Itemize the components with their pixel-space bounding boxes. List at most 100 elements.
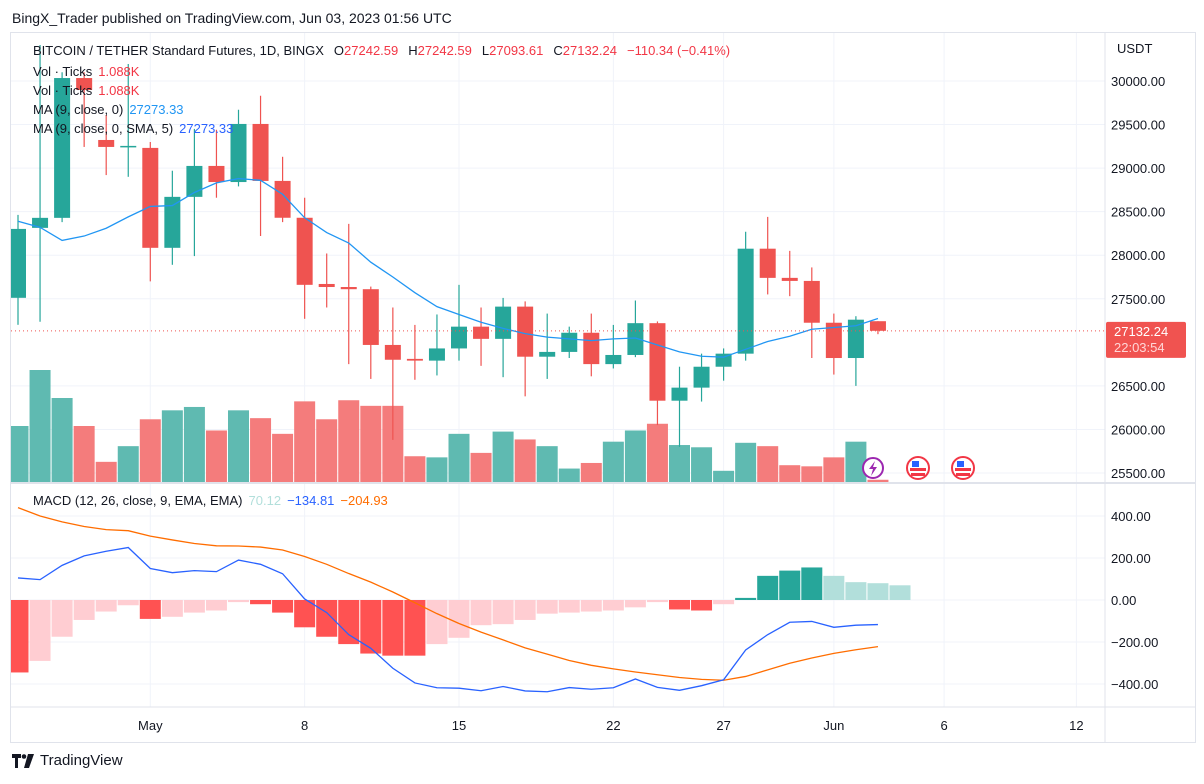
ma-legend-2[interactable]: MA (9, close, 0, SMA, 5) 27273.33 xyxy=(33,121,239,136)
vol-value: 1.088K xyxy=(98,83,140,98)
flag-stripe xyxy=(910,468,926,471)
time-tick-label: Jun xyxy=(823,718,844,733)
ma-label: MA (9, close, 0, SMA, 5) xyxy=(33,121,174,136)
candle xyxy=(54,72,71,223)
price-tick-label: 29500.00 xyxy=(1111,118,1165,133)
macd-histogram-bar xyxy=(183,600,205,613)
candle-body xyxy=(54,78,71,218)
volume-bar xyxy=(95,461,117,482)
candle-body xyxy=(296,217,313,285)
volume-bar xyxy=(470,452,492,482)
candle xyxy=(781,250,798,297)
volume-bar xyxy=(117,446,139,482)
volume-bar xyxy=(139,419,161,482)
volume-bar xyxy=(294,401,316,482)
candle xyxy=(318,253,335,308)
macd-histogram-bar xyxy=(316,600,338,637)
vol-legend-2[interactable]: Vol · Ticks 1.088K xyxy=(33,83,145,98)
volume-bars xyxy=(11,370,889,482)
macd-tick-label: 400.00 xyxy=(1111,509,1151,524)
macd-histogram-bar xyxy=(382,600,404,656)
volume-bar xyxy=(382,405,404,482)
candle-body xyxy=(230,123,247,183)
time-tick-label: 27 xyxy=(716,718,730,733)
countdown-label: 22:03:54 xyxy=(1114,340,1165,355)
macd-histogram-bar xyxy=(448,600,470,638)
candle xyxy=(671,366,688,447)
volume-bar xyxy=(646,423,668,482)
volume-bar xyxy=(867,479,889,482)
candle xyxy=(737,231,754,361)
candle xyxy=(98,114,115,176)
candle xyxy=(847,316,864,386)
candle-body xyxy=(451,326,467,349)
volume-bar xyxy=(735,442,757,482)
chart-canvas[interactable]: USDT 30000.00 29500.00 29000.00 28500.00 2800… xyxy=(11,33,1195,742)
macd-histogram-bar xyxy=(779,570,801,600)
macd-histogram-bar xyxy=(845,582,867,600)
candle-body xyxy=(605,354,622,365)
candle-body xyxy=(274,180,291,218)
volume-bar xyxy=(536,446,558,482)
candle xyxy=(825,313,842,375)
price-tick-label: 26500.00 xyxy=(1111,379,1165,394)
flag-canton xyxy=(912,461,919,467)
macd-histogram-bar xyxy=(558,600,580,613)
macd-histogram-bar xyxy=(801,567,823,600)
candle xyxy=(649,321,666,426)
candle-body xyxy=(120,145,137,148)
candle xyxy=(428,314,445,376)
macd-histogram-bar xyxy=(867,583,889,600)
candle-body xyxy=(759,248,776,278)
candle xyxy=(230,109,247,187)
candle-body xyxy=(671,387,688,401)
footer-brand[interactable]: TradingView xyxy=(12,752,123,769)
time-tick-label: May xyxy=(138,718,163,733)
volume-bar xyxy=(801,466,823,482)
macd-histogram-bar xyxy=(669,600,690,610)
candle xyxy=(803,267,820,359)
candle xyxy=(583,313,600,377)
volume-bar xyxy=(558,468,580,482)
candle-body xyxy=(847,319,864,359)
candle xyxy=(164,170,181,265)
candle-body xyxy=(32,217,49,228)
macd-histogram-bar xyxy=(250,600,272,605)
candle xyxy=(362,286,379,379)
macd-histogram-bar xyxy=(757,575,779,600)
candle-body xyxy=(693,366,710,388)
candle-body xyxy=(406,358,423,361)
candle xyxy=(473,307,490,366)
macd-legend[interactable]: MACD (12, 26, close, 9, EMA, EMA) 70.12 −1… xyxy=(33,493,394,508)
footer-brand-label: TradingView xyxy=(40,752,123,769)
macd-histogram-bar xyxy=(646,600,668,603)
macd-histogram xyxy=(11,567,911,673)
candle-body xyxy=(362,289,379,345)
ma-legend-1[interactable]: MA (9, close, 0) 27273.33 xyxy=(33,102,190,117)
chart-frame[interactable]: USDT 30000.00 29500.00 29000.00 28500.00 2800… xyxy=(10,32,1196,743)
symbol-legend: BITCOIN / TETHER Standard Futures, 1D, B… xyxy=(33,43,736,58)
candle xyxy=(539,313,556,379)
lightning-event-icon xyxy=(862,457,884,479)
macd-label: MACD (12, 26, close, 9, EMA, EMA) xyxy=(33,493,243,508)
candle xyxy=(252,95,269,237)
candle xyxy=(296,197,313,319)
macd-histogram-bar xyxy=(228,600,249,603)
macd-tick-label: 0.00 xyxy=(1111,593,1136,608)
time-tick-label: 6 xyxy=(940,718,947,733)
vol-legend-1[interactable]: Vol · Ticks 1.088K xyxy=(33,64,145,79)
volume-bar xyxy=(823,457,845,482)
candle xyxy=(11,214,26,325)
volume-bar xyxy=(845,441,867,482)
macd-histogram-bar xyxy=(11,600,29,673)
price-tick-label: 29000.00 xyxy=(1111,161,1165,176)
candle-body xyxy=(737,248,754,354)
candle xyxy=(605,324,622,369)
macd-value: −134.81 xyxy=(287,493,335,508)
volume-bar xyxy=(250,418,272,482)
macd-signal-value: −204.93 xyxy=(340,493,388,508)
macd-histogram-bar xyxy=(624,600,646,608)
volume-bar xyxy=(669,445,690,482)
macd-histogram-bar xyxy=(735,597,757,600)
last-price-label: 27132.24 xyxy=(1114,324,1168,339)
